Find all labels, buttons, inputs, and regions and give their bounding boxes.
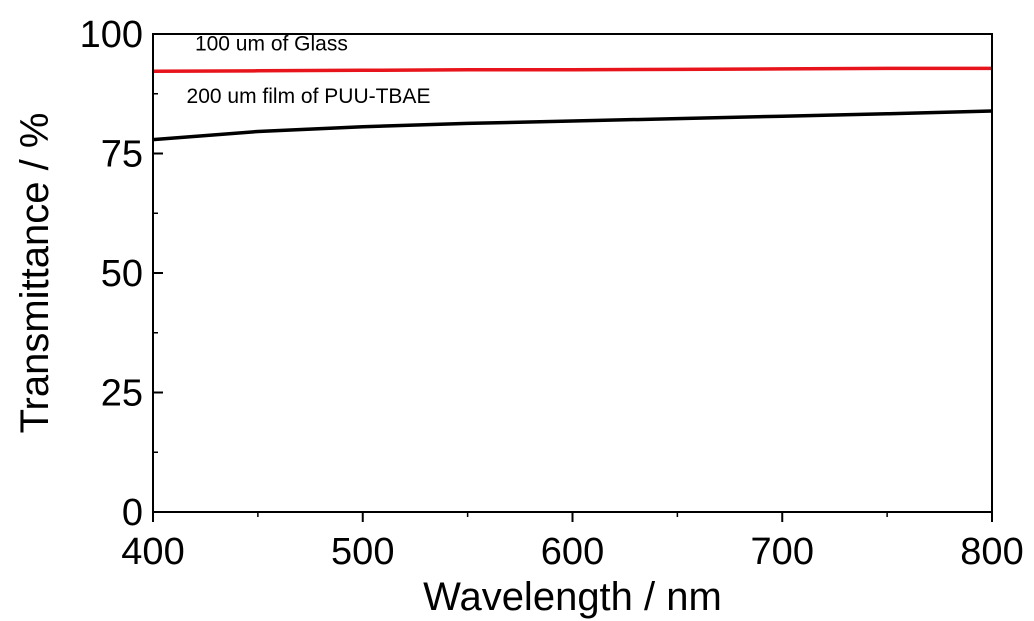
series-layer — [152, 66, 993, 142]
annotation-1: 100 um of Glass — [195, 33, 348, 56]
y-axis-title: Transmittance / % — [13, 113, 57, 434]
x-tick-label-800: 800 — [960, 531, 1023, 573]
y-tick-label-100: 100 — [80, 14, 143, 56]
y-tick-label-75: 75 — [101, 134, 143, 176]
x-tick-label-600: 600 — [541, 531, 604, 573]
x-axis-title: Wavelength / nm — [423, 575, 722, 619]
y-tick-label-25: 25 — [101, 373, 143, 415]
annotation-layer: 100 um of Glass 200 um film of PUU-TBAE — [187, 33, 431, 108]
x-tick-label-400: 400 — [121, 531, 184, 573]
x-tick-label-500: 500 — [331, 531, 394, 573]
x-tick-label-700: 700 — [751, 531, 814, 573]
y-tick-label-0: 0 — [122, 492, 143, 534]
tick-layer: 400 500 600 700 800 0 25 50 75 100 — [80, 14, 1024, 573]
series-line-1 — [152, 66, 992, 74]
y-tick-label-50: 50 — [101, 253, 143, 295]
series-line-2 — [152, 109, 993, 142]
annotation-2: 200 um film of PUU-TBAE — [187, 85, 431, 108]
